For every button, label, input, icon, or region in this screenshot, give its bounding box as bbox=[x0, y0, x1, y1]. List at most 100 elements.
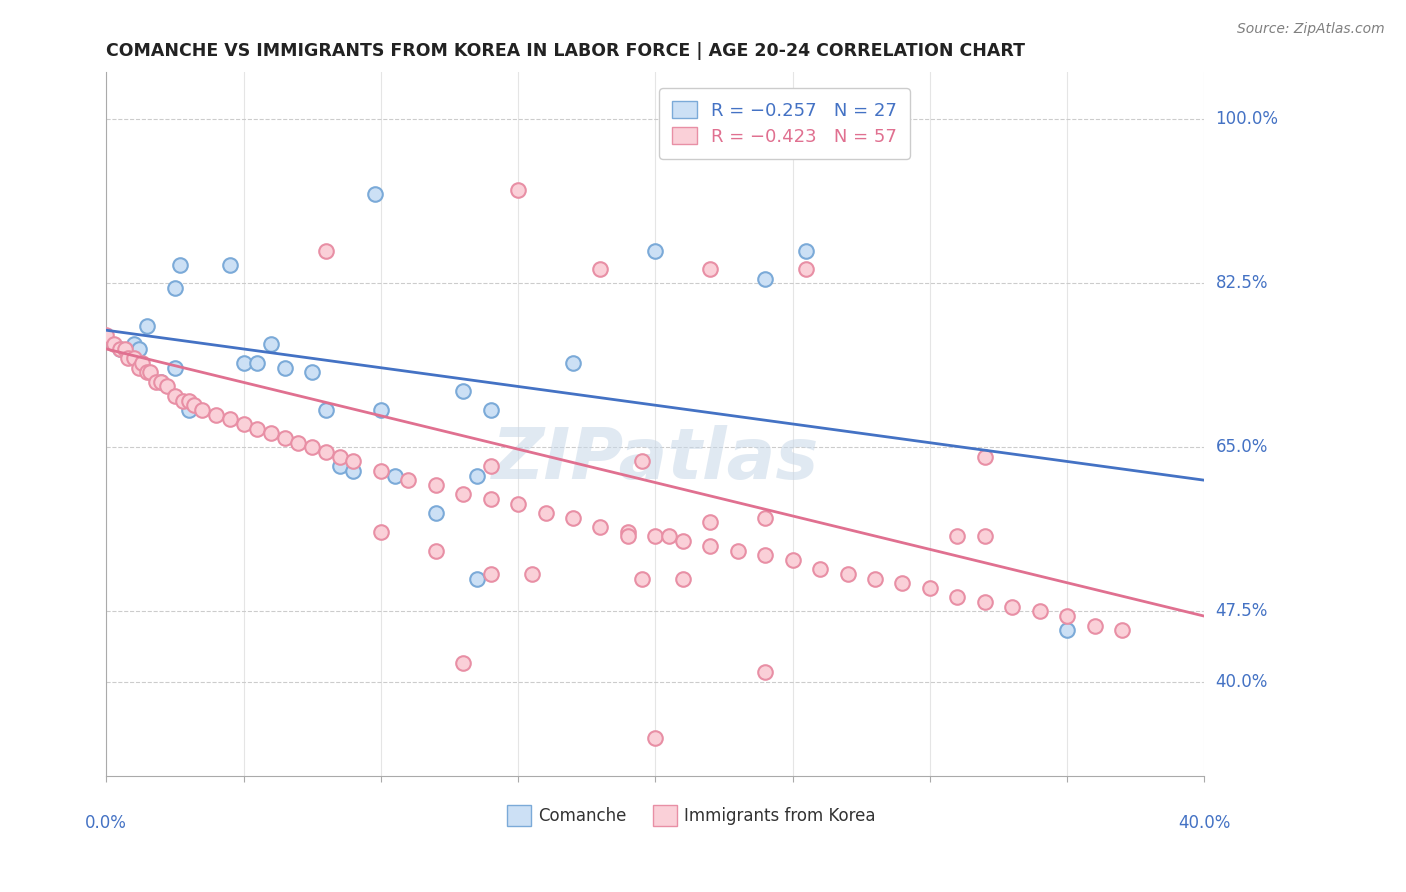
Point bbox=[479, 403, 502, 417]
Point bbox=[131, 356, 153, 370]
Text: 65.0%: 65.0% bbox=[1216, 438, 1268, 457]
Point bbox=[754, 548, 776, 562]
Point bbox=[287, 435, 309, 450]
Point bbox=[103, 337, 125, 351]
Point bbox=[218, 412, 240, 426]
Text: Comanche: Comanche bbox=[538, 806, 626, 824]
Point bbox=[315, 244, 337, 258]
Point bbox=[754, 510, 776, 524]
Point bbox=[370, 524, 392, 539]
Point bbox=[260, 426, 283, 441]
Point bbox=[232, 417, 254, 431]
Point bbox=[973, 529, 995, 543]
Text: 0.0%: 0.0% bbox=[86, 814, 127, 832]
Point bbox=[384, 468, 406, 483]
Point bbox=[108, 342, 131, 356]
Point bbox=[644, 529, 666, 543]
Point bbox=[425, 543, 447, 558]
Point bbox=[246, 422, 269, 436]
Point bbox=[364, 187, 387, 202]
Point bbox=[177, 403, 200, 417]
Point bbox=[451, 487, 474, 501]
Point bbox=[136, 318, 159, 333]
Point bbox=[177, 393, 200, 408]
Point bbox=[699, 539, 721, 553]
Point bbox=[534, 506, 557, 520]
Point bbox=[520, 566, 543, 581]
Point bbox=[260, 337, 283, 351]
Point bbox=[1056, 609, 1078, 624]
Point bbox=[973, 450, 995, 464]
Point bbox=[672, 572, 695, 586]
Point bbox=[630, 454, 652, 468]
Point bbox=[108, 342, 131, 356]
Point bbox=[699, 516, 721, 530]
Point bbox=[163, 389, 186, 403]
Point bbox=[451, 384, 474, 399]
Point bbox=[617, 529, 640, 543]
Point bbox=[370, 464, 392, 478]
Point bbox=[837, 566, 859, 581]
Point bbox=[644, 244, 666, 258]
Point bbox=[139, 365, 162, 379]
Point bbox=[163, 281, 186, 295]
Point bbox=[479, 459, 502, 474]
Point bbox=[465, 468, 488, 483]
Point bbox=[96, 327, 118, 342]
Point bbox=[589, 520, 612, 534]
Point bbox=[1056, 624, 1078, 638]
Point bbox=[156, 379, 179, 393]
Point bbox=[329, 459, 352, 474]
Text: ZIPatlas: ZIPatlas bbox=[492, 425, 820, 493]
Point bbox=[425, 478, 447, 492]
Bar bbox=[508, 805, 531, 826]
Point bbox=[891, 576, 914, 591]
Point bbox=[273, 360, 295, 375]
Point bbox=[794, 244, 817, 258]
Point bbox=[630, 572, 652, 586]
Point bbox=[246, 356, 269, 370]
Text: 40.0%: 40.0% bbox=[1178, 814, 1230, 832]
Point bbox=[794, 262, 817, 277]
Text: 40.0%: 40.0% bbox=[1216, 673, 1268, 690]
Point bbox=[808, 562, 831, 576]
Text: COMANCHE VS IMMIGRANTS FROM KOREA IN LABOR FORCE | AGE 20-24 CORRELATION CHART: COMANCHE VS IMMIGRANTS FROM KOREA IN LAB… bbox=[107, 42, 1025, 60]
Point bbox=[183, 398, 205, 412]
Point bbox=[172, 393, 194, 408]
Point bbox=[465, 572, 488, 586]
Point bbox=[301, 365, 323, 379]
Point bbox=[506, 497, 529, 511]
Point bbox=[562, 510, 585, 524]
Point bbox=[562, 356, 585, 370]
Point bbox=[145, 375, 167, 389]
Text: 82.5%: 82.5% bbox=[1216, 275, 1268, 293]
Text: 100.0%: 100.0% bbox=[1216, 111, 1278, 128]
Point bbox=[128, 342, 150, 356]
Point bbox=[451, 656, 474, 670]
Text: Source: ZipAtlas.com: Source: ZipAtlas.com bbox=[1237, 22, 1385, 37]
Point bbox=[315, 403, 337, 417]
Point bbox=[342, 464, 364, 478]
Point bbox=[672, 534, 695, 549]
Text: Immigrants from Korea: Immigrants from Korea bbox=[683, 806, 876, 824]
Point bbox=[117, 351, 139, 366]
Point bbox=[301, 441, 323, 455]
Point bbox=[205, 408, 228, 422]
Point bbox=[479, 491, 502, 506]
Point bbox=[169, 258, 191, 272]
Point bbox=[396, 473, 419, 487]
Point bbox=[114, 342, 136, 356]
Point bbox=[128, 360, 150, 375]
Point bbox=[644, 731, 666, 745]
Point bbox=[699, 262, 721, 277]
Point bbox=[136, 365, 159, 379]
Text: 47.5%: 47.5% bbox=[1216, 602, 1268, 621]
Point bbox=[658, 529, 681, 543]
Point bbox=[150, 375, 173, 389]
Point bbox=[1028, 604, 1050, 618]
Point bbox=[946, 529, 969, 543]
Point bbox=[754, 665, 776, 680]
Point bbox=[727, 543, 749, 558]
Point bbox=[150, 375, 173, 389]
Bar bbox=[654, 805, 678, 826]
